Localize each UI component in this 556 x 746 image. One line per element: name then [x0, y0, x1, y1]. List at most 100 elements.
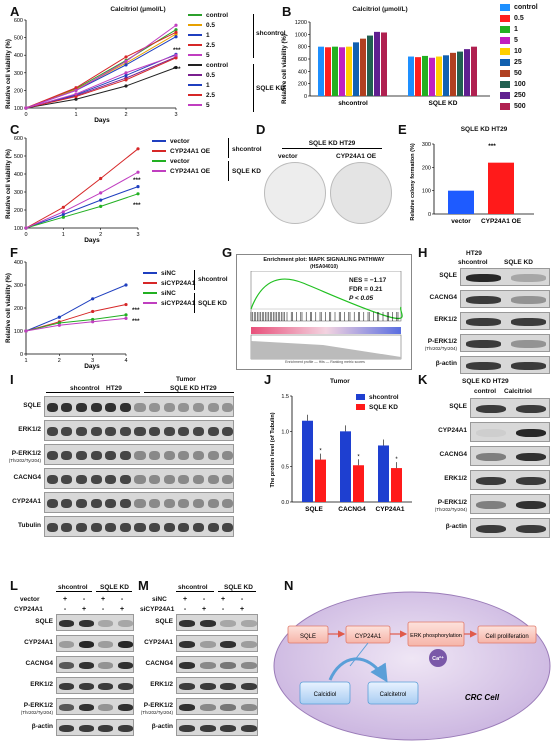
panel-i-blot-strip [44, 468, 234, 489]
panel-f-xlabel: Days [84, 363, 100, 370]
panel-h-blot-strip [460, 290, 550, 308]
panel-b-legend-label: 10 [514, 48, 522, 55]
panel-label-f: F [10, 245, 18, 260]
panel-b-legend-swatch [500, 92, 510, 99]
panel-f-legend: siNC siCYP24A1 siNC siCYP24A1 [143, 268, 213, 308]
panel-j-ytick: 0.5 [281, 465, 289, 471]
panel-j-sig: * [319, 449, 322, 455]
panel-f-point [124, 313, 128, 317]
panel-i-band [61, 426, 73, 436]
panel-h-col-2: SQLE KD [504, 259, 533, 266]
panel-a-legend-item: 2.5 [188, 40, 268, 50]
panel-l-band [59, 661, 75, 669]
panel-f-group-2: SQLE KD [198, 300, 227, 307]
gsea-p: P < 0.05 [349, 295, 374, 302]
panel-b-legend-label: 50 [514, 70, 522, 77]
panel-h-row-name: SQLE [439, 272, 457, 279]
panel-j-bar [315, 459, 326, 502]
panel-c-sig-2: *** [133, 202, 141, 209]
panel-m-band [240, 682, 257, 690]
panel-c-legend-item: vector [152, 136, 232, 146]
panel-k-row-label: ERK1/2 [424, 475, 467, 482]
panel-f-point [91, 297, 95, 301]
panel-h-band [511, 340, 546, 348]
panel-b-ylabel: Relative cell viability (%) [282, 34, 288, 104]
panel-m-band [179, 661, 196, 669]
panel-c-legend-label: vector [170, 157, 190, 165]
panel-m-band [240, 640, 257, 648]
panel-i-band [207, 522, 219, 532]
panel-f-bracket-2 [194, 293, 195, 313]
panel-f-legend-label: siNC [161, 289, 176, 297]
panel-f-legend-label: siCYP24A1 [161, 299, 196, 307]
panel-a-xlabel: Days [94, 117, 110, 124]
panel-k-band [475, 428, 507, 437]
panel-a-point [24, 106, 28, 110]
panel-l-col-2: SQLE KD [100, 584, 129, 591]
panel-c-xtick: 2 [99, 232, 102, 238]
panel-c-series-line [25, 171, 139, 229]
panel-b-legend-item: control [500, 2, 556, 13]
panel-e-axes: 0 100 200 300 vector CYP24A1 OE [422, 142, 534, 225]
panel-i-band [163, 522, 175, 532]
panel-h-row-label: SQLE [414, 272, 457, 279]
panel-i-band [105, 474, 117, 484]
panel-c-ytick: 200 [14, 208, 23, 214]
panel-l-row-name: β-actin [31, 722, 53, 730]
panel-e-title: SQLE KD HT29 [460, 126, 508, 133]
panel-i-row-label: CACNG4 [6, 474, 41, 481]
panel-j-legend-label: SQLE KD [369, 403, 398, 411]
panel-k-blot-strip [470, 398, 550, 418]
panel-f-point [57, 323, 61, 327]
panel-m-band [220, 619, 237, 627]
panel-j-bar [391, 468, 402, 502]
panel-b-legend-item: 50 [500, 68, 556, 79]
panel-a-legend-swatch [188, 84, 202, 86]
panel-f-ytick: 300 [14, 283, 23, 289]
panel-b-legend-item: 100 [500, 79, 556, 90]
panel-m-row-name: SQLE [155, 617, 173, 625]
panel-a-legend-item: control [188, 60, 268, 70]
panel-j-bar [302, 420, 313, 502]
panel-c-ytick: 100 [14, 226, 23, 232]
panel-m-band [179, 703, 196, 711]
panel-m-band [199, 703, 216, 711]
panel-a-legend-swatch [188, 104, 202, 106]
panel-b-legend-label: control [514, 4, 538, 11]
panel-a-xtick: 0 [24, 112, 27, 118]
panel-i-band [105, 498, 117, 508]
panel-c-group-2: SQLE KD [232, 168, 261, 175]
panel-b-bar [339, 47, 345, 96]
panel-d-title: SQLE KD HT29 [308, 140, 356, 147]
panel-j-legend-swatch [356, 404, 365, 410]
panel-j-legend-swatch [356, 394, 365, 400]
panel-i-band [46, 522, 58, 532]
panel-a-ytick: 200 [14, 88, 23, 94]
panel-l-sign: + [81, 606, 87, 613]
panel-m-band [240, 703, 257, 711]
panel-l-band [59, 703, 75, 711]
panel-l-band [117, 661, 133, 669]
panel-c-ytick: 400 [14, 172, 23, 178]
panel-b-legend-swatch [500, 70, 510, 77]
panel-c-legend-label: CYP24A1 OE [170, 167, 211, 175]
panel-m-row-label: SQLE [136, 618, 173, 625]
panel-f-legend-item: siCYP24A1 [143, 298, 213, 308]
panel-i-band [163, 474, 175, 484]
panel-m-row-name: CYP24A1 [144, 638, 173, 646]
panel-h-band [511, 362, 546, 370]
panel-i-blot-strip [44, 444, 234, 465]
arrow-calcidiol-calcitetrol [328, 657, 388, 683]
panel-h-row-label: β-actin [414, 360, 457, 367]
panel-h-band [466, 274, 501, 282]
panel-j-sig: * [395, 457, 398, 463]
panel-b-legend-label: 0.5 [514, 15, 524, 22]
panel-l-row-label: CACNG4 [6, 660, 53, 667]
panel-c-legend-swatch [152, 170, 166, 172]
panel-i-band [105, 450, 117, 460]
panel-b-legend-label: 25 [514, 59, 522, 66]
panel-b-bar [332, 46, 338, 96]
panel-j-ytick: 1.0 [281, 429, 289, 435]
panel-h-blot-strip [460, 356, 550, 374]
panel-m-sign: - [240, 596, 244, 603]
